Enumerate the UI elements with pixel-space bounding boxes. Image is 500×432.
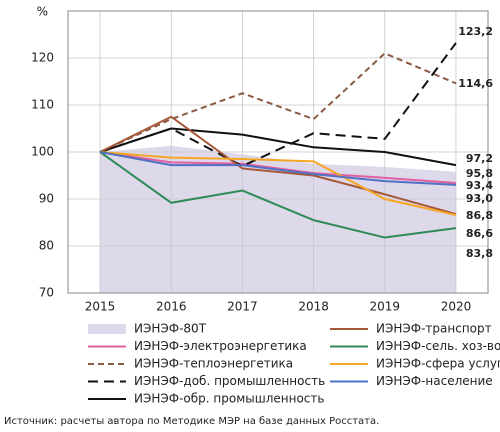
value-label: 86,6 — [466, 227, 493, 240]
y-tick-label: 70 — [39, 286, 54, 300]
value-label: 83,8 — [466, 247, 493, 260]
y-tick-label: 100 — [31, 145, 54, 159]
x-tick-label: 2016 — [156, 300, 187, 314]
x-tick-label: 2017 — [227, 300, 258, 314]
legend-label: ИЭНЭФ-население — [376, 374, 493, 388]
series-line — [99, 52, 457, 153]
y-tick-label: 110 — [31, 98, 54, 112]
y-tick-label: 80 — [39, 239, 54, 253]
source-note: Источник: расчеты автора по Методике МЭР… — [4, 416, 379, 427]
value-label: 95,8 — [466, 167, 493, 180]
legend-label: ИЭНЭФ-электроэнергетика — [134, 339, 307, 353]
legend-label: ИЭНЭФ-теплоэнергетика — [134, 357, 293, 371]
value-label: 123,2 — [458, 25, 493, 38]
value-label: 114,6 — [458, 77, 493, 90]
legend-swatch — [88, 324, 126, 334]
plot-frame — [67, 10, 489, 294]
legend-label: ИЭНЭФ-сель. хоз-во — [376, 339, 500, 353]
x-tick-label: 2019 — [370, 300, 401, 314]
series-line — [99, 151, 457, 216]
value-label: 93,4 — [466, 179, 493, 192]
legend-label: ИЭНЭФ-доб. промышленность — [134, 374, 325, 388]
legend-label: ИЭНЭФ-обр. промышленность — [134, 392, 324, 406]
y-unit: % — [37, 5, 48, 19]
series-line — [99, 151, 457, 185]
value-label: 86,8 — [466, 209, 493, 222]
value-label: 93,0 — [466, 192, 493, 205]
legend-label: ИЭНЭФ-80Т — [134, 322, 207, 336]
legend-label: ИЭНЭФ-транспорт — [376, 322, 492, 336]
x-tick-label: 2020 — [441, 300, 472, 314]
series-line — [99, 151, 457, 239]
series-line — [99, 42, 457, 168]
x-tick-label: 2018 — [298, 300, 329, 314]
value-label: 97,2 — [466, 152, 493, 165]
y-tick-label: 90 — [39, 192, 54, 206]
series-line — [99, 127, 457, 167]
x-tick-label: 2015 — [85, 300, 116, 314]
series-line — [99, 151, 457, 186]
y-tick-label: 120 — [31, 51, 54, 65]
area — [100, 145, 456, 293]
legend-label: ИЭНЭФ-сфера услуг — [376, 357, 500, 371]
series-line — [99, 115, 457, 216]
